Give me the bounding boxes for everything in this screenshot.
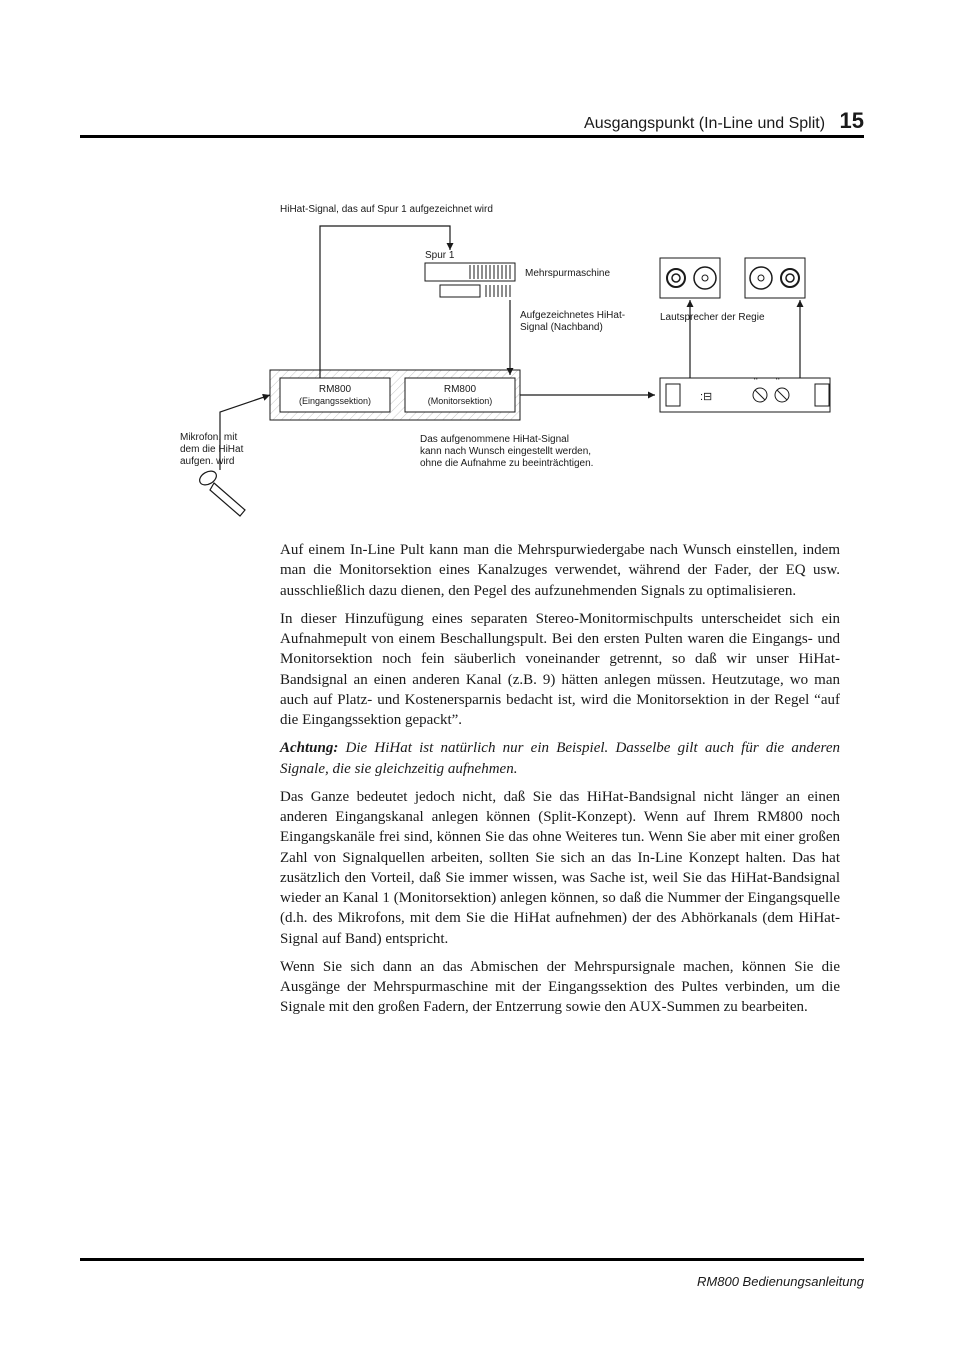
diagram-note-l3: ohne die Aufnahme zu beeinträchtigen.: [420, 458, 593, 469]
microphone-icon: [197, 468, 245, 516]
paragraph-5: Wenn Sie sich dann an das Abmischen der …: [280, 957, 840, 1018]
diagram-mic-l2: dem die HiHat: [180, 444, 244, 455]
signal-flow-diagram: HiHat-Signal, das auf Spur 1 aufgezeichn…: [170, 200, 850, 520]
diagram-aufgez-label1: Aufgezeichnetes HiHat-: [520, 310, 625, 321]
page: Ausgangspunkt (In-Line und Split) 15 HiH…: [0, 0, 954, 1351]
diagram-lautsprecher-label: Lautsprecher der Regie: [660, 312, 765, 323]
diagram-input-box-l1: RM800: [319, 384, 352, 395]
right-speaker-icon: [745, 258, 805, 298]
diagram-top-caption: HiHat-Signal, das auf Spur 1 aufgezeichn…: [280, 204, 493, 215]
diagram-aufgez-label2: Signal (Nachband): [520, 322, 603, 333]
svg-text:¨: ¨: [776, 377, 780, 389]
diagram-mic-l3: aufgen. wird: [180, 456, 234, 467]
paragraph-2: In dieser Hinzufügung eines separaten St…: [280, 609, 840, 731]
diagram-monitor-box-l1: RM800: [444, 384, 477, 395]
amplifier-icon: :⊟ ¨ ¨: [660, 377, 830, 412]
multitrack-recorder-icon: [425, 263, 515, 297]
diagram-spur1-label: Spur 1: [425, 250, 455, 261]
diagram-mic-l1: Mikrofon, mit: [180, 432, 237, 443]
svg-text:¨: ¨: [754, 377, 758, 389]
note-label: Achtung:: [280, 740, 338, 756]
footer-text: RM800 Bedienungsanleitung: [697, 1274, 864, 1289]
page-number: 15: [840, 108, 864, 133]
diagram-input-box-l2: (Eingangssektion): [299, 396, 371, 406]
diagram-note-l1: Das aufgenommene HiHat-Signal: [420, 434, 569, 445]
paragraph-3-note: Achtung: Die HiHat ist natürlich nur ein…: [280, 738, 840, 779]
left-speaker-icon: [660, 258, 720, 298]
paragraph-1: Auf einem In-Line Pult kann man die Mehr…: [280, 540, 840, 601]
diagram-mehrspur-label: Mehrspurmaschine: [525, 268, 610, 279]
running-header: Ausgangspunkt (In-Line und Split) 15: [584, 108, 864, 134]
svg-text::⊟: :⊟: [700, 391, 712, 403]
diagram-monitor-box-l2: (Monitorsektion): [428, 396, 493, 406]
header-title: Ausgangspunkt (In-Line und Split): [584, 115, 825, 132]
diagram-note-l2: kann nach Wunsch eingestellt werden,: [420, 446, 591, 457]
header-rule: [80, 135, 864, 138]
body-text-column: Auf einem In-Line Pult kann man die Mehr…: [280, 540, 840, 1026]
footer-rule: [80, 1258, 864, 1261]
paragraph-4: Das Ganze bedeutet jedoch nicht, daß Sie…: [280, 787, 840, 949]
note-rest: Die HiHat ist natürlich nur ein Beispiel…: [280, 740, 840, 776]
